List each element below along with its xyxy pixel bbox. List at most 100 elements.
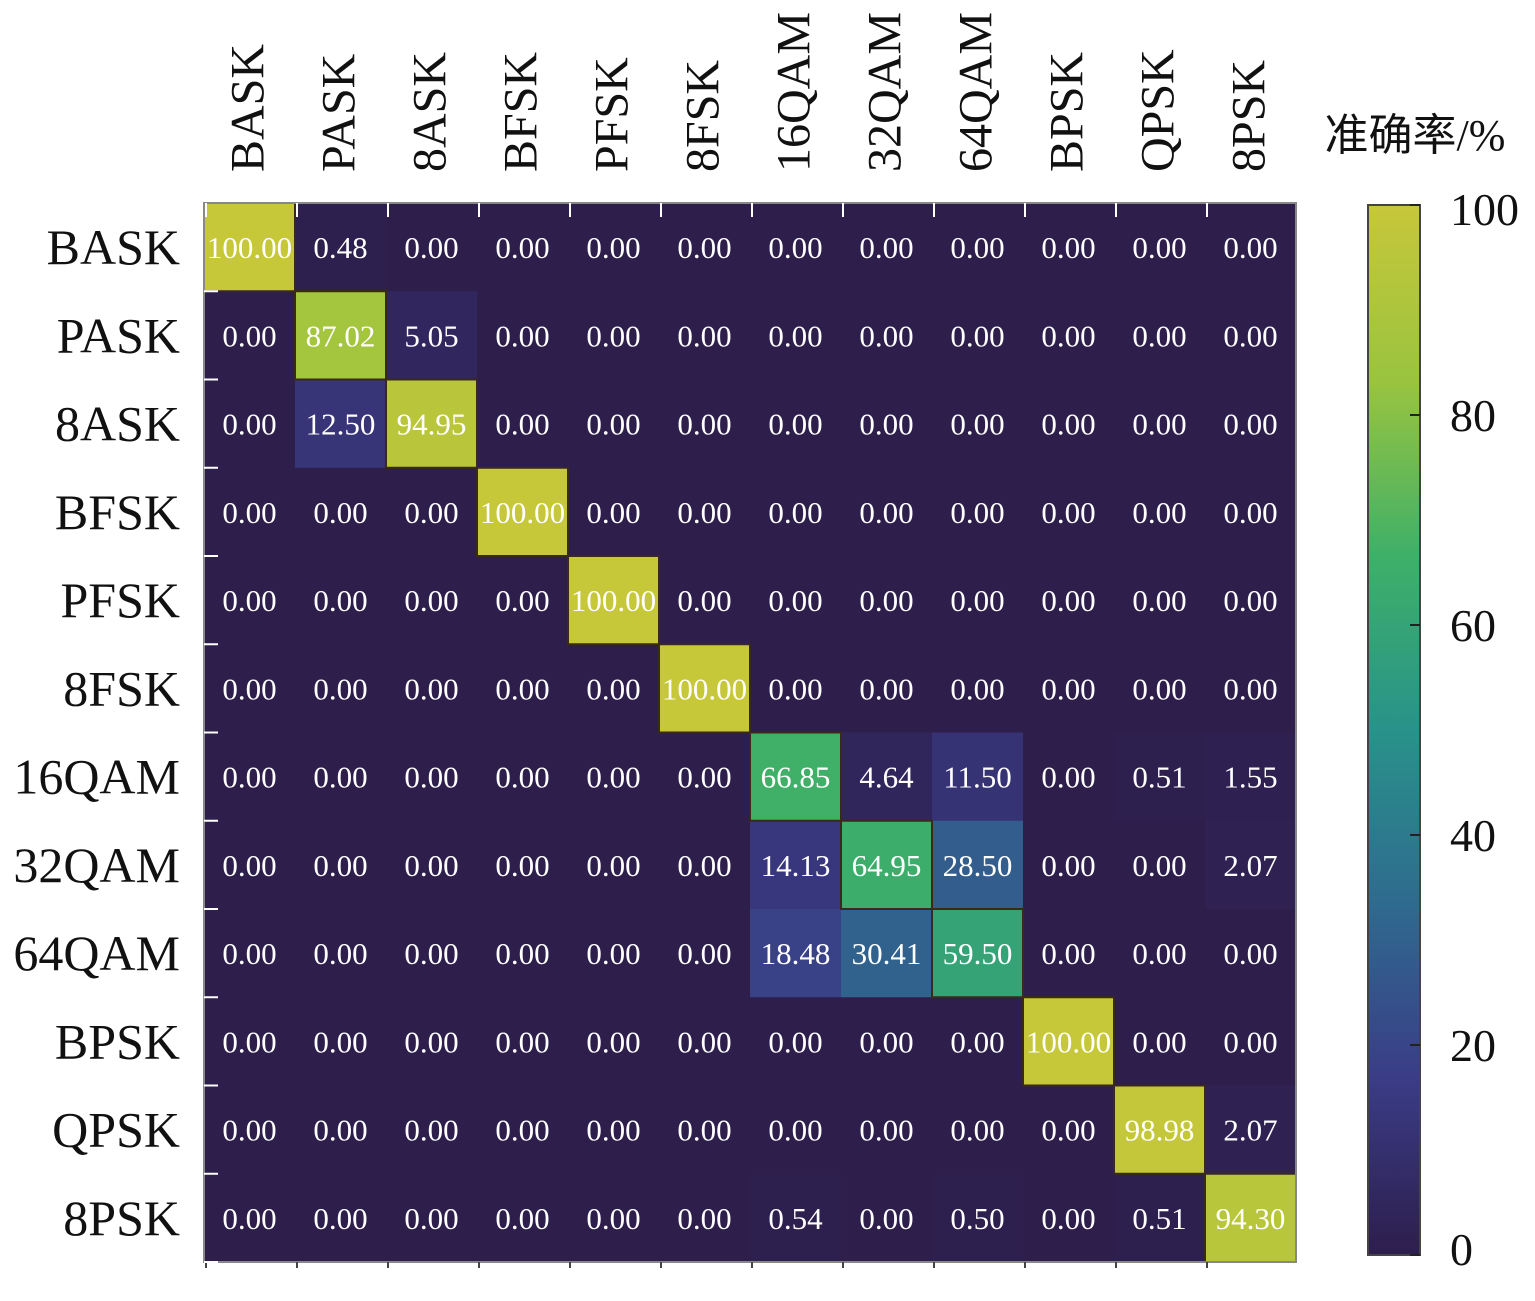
heatmap-cell <box>1205 556 1297 645</box>
cell-value-label: 0.00 <box>677 583 731 618</box>
y-tick-label: PASK <box>57 307 180 363</box>
cell-value-label: 100.00 <box>662 671 747 706</box>
heatmap-cell <box>1205 820 1297 910</box>
heatmap-cell <box>659 556 751 645</box>
cell-value-label: 0.00 <box>950 407 1004 442</box>
cell-value-label: 0.00 <box>222 848 276 883</box>
heatmap-cell <box>750 1085 842 1175</box>
cell-value-label: 0.00 <box>768 407 822 442</box>
heatmap-cell <box>386 997 478 1086</box>
heatmap-cell <box>568 732 660 822</box>
cell-value-label: 5.05 <box>404 318 458 353</box>
cell-value-label: 0.00 <box>313 583 367 618</box>
heatmap-cell <box>204 997 296 1086</box>
cell-value-label: 0.00 <box>1041 1201 1095 1236</box>
colorbar-gradient <box>1367 204 1421 1256</box>
heatmap-cell <box>295 291 387 380</box>
heatmap-cell <box>295 820 387 910</box>
heatmap-cell <box>932 644 1024 733</box>
heatmap-cell <box>204 291 296 380</box>
heatmap-cell <box>1023 203 1115 292</box>
cell-value-label: 0.00 <box>1223 230 1277 265</box>
heatmap-cell <box>295 556 387 645</box>
heatmap-cell <box>568 467 660 557</box>
cell-value-label: 0.00 <box>1132 407 1186 442</box>
cell-value-label: 0.00 <box>222 1201 276 1236</box>
cell-value-label: 100.00 <box>480 495 565 530</box>
cell-value-label: 0.00 <box>495 583 549 618</box>
heatmap-cell <box>386 203 478 292</box>
cell-value-label: 0.00 <box>404 760 458 795</box>
heatmap-cell <box>1114 1085 1206 1175</box>
heatmap-cell <box>932 909 1024 998</box>
cell-value-label: 0.00 <box>950 1113 1004 1148</box>
cell-value-label: 0.00 <box>404 671 458 706</box>
colorbar-tick-label: 20 <box>1450 1020 1496 1071</box>
heatmap-cell <box>204 732 296 822</box>
cell-value-label: 0.00 <box>1223 671 1277 706</box>
cell-value-label: 0.00 <box>1041 583 1095 618</box>
colorbar-tick-label: 0 <box>1450 1224 1473 1275</box>
cell-value-label: 0.00 <box>859 1113 913 1148</box>
heatmap-cell <box>659 467 751 557</box>
cell-value-label: 0.00 <box>1041 407 1095 442</box>
y-tick-label: BFSK <box>55 484 180 540</box>
heatmap-cell <box>477 379 569 469</box>
heatmap-cell <box>477 1085 569 1175</box>
cell-value-label: 64.95 <box>852 848 922 883</box>
diagonal-cell-outline <box>567 555 660 646</box>
cell-value-label: 0.00 <box>586 230 640 265</box>
heatmap-cell <box>386 732 478 822</box>
cell-value-label: 59.50 <box>943 936 1013 971</box>
heatmap-cell <box>1114 909 1206 998</box>
heatmap-cell <box>1023 1085 1115 1175</box>
cell-value-label: 0.00 <box>495 407 549 442</box>
cell-value-label: 0.00 <box>222 495 276 530</box>
cell-value-label: 0.00 <box>859 495 913 530</box>
heatmap-cell <box>841 467 933 557</box>
heatmap-cell <box>204 556 296 645</box>
y-tick-label: BASK <box>47 219 180 275</box>
cell-value-label: 0.00 <box>1223 583 1277 618</box>
cell-value-label: 0.00 <box>495 318 549 353</box>
cell-value-label: 0.00 <box>950 230 1004 265</box>
heatmap-cell <box>659 291 751 380</box>
heatmap-cell <box>750 820 842 910</box>
heatmap-cell <box>477 997 569 1086</box>
cell-value-label: 0.00 <box>1223 407 1277 442</box>
cell-value-label: 0.00 <box>859 583 913 618</box>
cell-value-label: 0.00 <box>1223 936 1277 971</box>
cell-value-label: 0.00 <box>1132 848 1186 883</box>
heatmap-cell <box>295 997 387 1086</box>
x-tick-label: 32QAM <box>859 12 912 172</box>
heatmap-cell <box>750 556 842 645</box>
heatmap-cell <box>1205 644 1297 733</box>
cell-value-label: 4.64 <box>859 760 914 795</box>
heatmap-cell <box>1205 291 1297 380</box>
heatmap-cell <box>1023 909 1115 998</box>
cell-value-label: 0.00 <box>859 671 913 706</box>
cell-value-label: 0.00 <box>586 936 640 971</box>
heatmap-cell <box>932 291 1024 380</box>
cell-value-label: 0.00 <box>313 848 367 883</box>
cell-value-label: 0.00 <box>677 495 731 530</box>
cell-value-label: 0.00 <box>1223 318 1277 353</box>
heatmap-cell <box>750 379 842 469</box>
heatmap-cell <box>750 909 842 998</box>
heatmap-cell <box>204 379 296 469</box>
y-tick-label: 8PSK <box>63 1190 180 1246</box>
heatmap-cell <box>568 820 660 910</box>
heatmap-cell <box>295 1173 387 1263</box>
cell-value-label: 0.00 <box>677 407 731 442</box>
heatmap-cell <box>1205 1173 1297 1263</box>
heatmap-cell <box>1114 556 1206 645</box>
cell-value-label: 0.00 <box>1132 936 1186 971</box>
heatmap-cell <box>750 291 842 380</box>
heatmap-cell <box>932 1173 1024 1263</box>
heatmap-cell <box>841 997 933 1086</box>
cell-value-label: 0.00 <box>859 1201 913 1236</box>
cell-value-label: 0.00 <box>495 1024 549 1059</box>
heatmap-cell <box>750 732 842 822</box>
diagonal-cell-outline <box>385 378 478 469</box>
